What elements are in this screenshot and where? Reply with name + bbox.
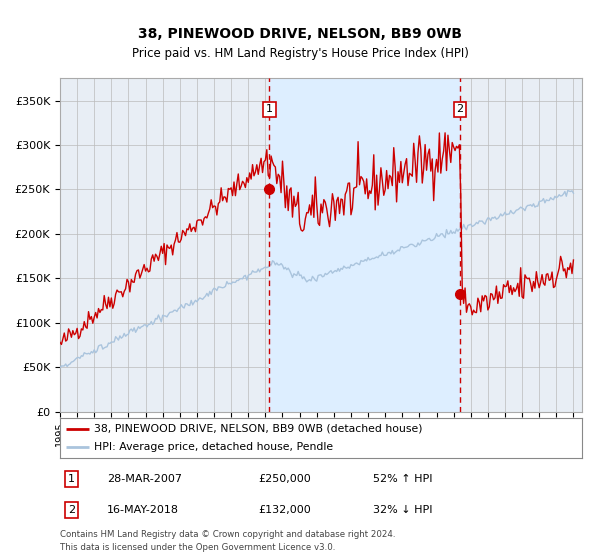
Text: 28-MAR-2007: 28-MAR-2007	[107, 474, 182, 484]
Text: 1: 1	[68, 474, 75, 484]
Text: £250,000: £250,000	[259, 474, 311, 484]
Text: This data is licensed under the Open Government Licence v3.0.: This data is licensed under the Open Gov…	[60, 543, 335, 552]
Text: £132,000: £132,000	[259, 505, 311, 515]
Text: 38, PINEWOOD DRIVE, NELSON, BB9 0WB: 38, PINEWOOD DRIVE, NELSON, BB9 0WB	[138, 27, 462, 41]
Text: HPI: Average price, detached house, Pendle: HPI: Average price, detached house, Pend…	[94, 442, 333, 452]
Text: 2: 2	[68, 505, 75, 515]
Text: 2: 2	[457, 105, 464, 114]
Text: 16-MAY-2018: 16-MAY-2018	[107, 505, 179, 515]
Text: Price paid vs. HM Land Registry's House Price Index (HPI): Price paid vs. HM Land Registry's House …	[131, 46, 469, 60]
Text: 38, PINEWOOD DRIVE, NELSON, BB9 0WB (detached house): 38, PINEWOOD DRIVE, NELSON, BB9 0WB (det…	[94, 424, 422, 433]
Bar	[269, 78, 460, 412]
Text: 1: 1	[266, 105, 273, 114]
Text: 52% ↑ HPI: 52% ↑ HPI	[373, 474, 433, 484]
Text: Contains HM Land Registry data © Crown copyright and database right 2024.: Contains HM Land Registry data © Crown c…	[60, 530, 395, 539]
Text: 32% ↓ HPI: 32% ↓ HPI	[373, 505, 433, 515]
